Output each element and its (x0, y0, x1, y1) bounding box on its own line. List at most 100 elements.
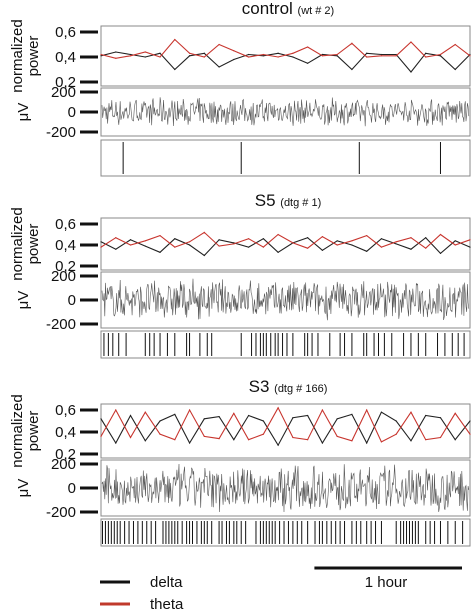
data-point-theta (233, 243, 235, 245)
data-point-delta (129, 53, 132, 56)
data-point-theta (366, 234, 368, 237)
power-axis-label-line: normalized (9, 207, 26, 280)
panel-s5: S5 (dtg # 1) 0,6 0,4 0,2 normalizedpower 200 0… (9, 191, 471, 359)
data-point-delta (203, 418, 205, 420)
panel-title: S5 (dtg # 1) (255, 191, 322, 210)
panel-title-text: S5 (255, 191, 281, 210)
series-line-delta (100, 411, 471, 447)
data-point-delta (115, 248, 117, 250)
power-tick-label: 0,2 (55, 258, 76, 275)
data-point-delta (425, 52, 427, 54)
data-point-delta (218, 66, 220, 68)
data-point-theta (380, 441, 383, 443)
series-line-delta (100, 236, 471, 257)
data-point-delta (469, 246, 471, 248)
data-point-theta (203, 56, 205, 58)
data-point-delta (188, 244, 191, 246)
eeg-frame (100, 271, 471, 329)
data-point-theta (336, 53, 338, 56)
data-point-theta (248, 238, 250, 240)
data-point-theta (129, 244, 132, 246)
panel-title-text: control (242, 0, 298, 18)
data-point-theta (336, 435, 338, 437)
data-point-delta (159, 52, 161, 54)
data-point-delta (174, 68, 176, 71)
data-point-theta (100, 53, 102, 56)
data-point-delta (144, 245, 146, 247)
state-frame (100, 139, 471, 177)
data-point-theta (351, 42, 353, 44)
data-point-delta (469, 53, 471, 56)
data-point-theta (233, 50, 235, 52)
data-point-theta (307, 247, 309, 249)
data-point-delta (439, 55, 442, 57)
panel-s3: S3 (dtg # 166) 0,6 0,4 0,2 normalizedpower 20… (9, 377, 471, 547)
legend-delta-label: delta (150, 574, 183, 591)
power-axis-label-line: normalized (9, 394, 26, 467)
data-point-delta (425, 414, 427, 417)
data-point-delta (218, 239, 220, 241)
data-point-theta (174, 246, 176, 248)
data-point-delta (248, 246, 250, 248)
data-point-theta (454, 244, 456, 246)
panel-title: S3 (dtg # 166) (249, 377, 328, 396)
power-axis-label-line: power (25, 36, 42, 77)
power-tick-label: 0,2 (55, 74, 76, 91)
data-point-delta (248, 53, 250, 56)
data-point-delta (144, 440, 146, 442)
data-point-delta (307, 62, 309, 64)
data-point-theta (410, 411, 412, 413)
series-line-theta (100, 231, 471, 249)
data-point-theta (188, 52, 191, 54)
data-point-theta (307, 439, 309, 441)
data-point-theta (115, 409, 117, 411)
power-tick-label: 0,6 (55, 402, 76, 419)
data-point-theta (292, 436, 294, 439)
eeg-trace (101, 278, 470, 321)
scale-bar-label: 1 hour (365, 574, 408, 591)
data-point-delta (262, 420, 264, 422)
data-point-theta (248, 56, 250, 58)
eeg-frame (100, 459, 471, 517)
data-point-theta (277, 407, 279, 409)
power-tick-label: 0,6 (55, 216, 76, 233)
data-point-delta (351, 413, 353, 415)
data-point-theta (366, 56, 368, 58)
panel-subtitle: (wt # 2) (298, 5, 335, 17)
data-point-theta (439, 53, 442, 56)
data-point-theta (277, 233, 279, 236)
data-point-theta (351, 440, 353, 442)
data-point-delta (277, 444, 279, 446)
power-axis-label: normalizedpower (9, 207, 42, 280)
data-point-theta (425, 56, 427, 58)
data-point-theta (115, 237, 117, 239)
state-frame (100, 330, 471, 359)
data-point-theta (410, 41, 412, 43)
data-point-delta (174, 413, 176, 415)
panel-subtitle: (dtg # 166) (274, 383, 327, 395)
state-frame (100, 518, 471, 547)
data-point-theta (321, 55, 323, 57)
data-point-theta (100, 246, 102, 248)
data-point-theta (454, 43, 456, 46)
series-line-theta (100, 38, 471, 59)
eeg-frame (100, 87, 471, 137)
data-point-theta (425, 439, 427, 441)
series-line-theta (100, 406, 471, 443)
power-axis-label: normalizedpower (9, 394, 42, 467)
power-tick-label: 0,2 (55, 446, 76, 463)
data-point-delta (262, 55, 264, 57)
power-axis-label-line: normalized (9, 19, 26, 92)
data-point-delta (188, 442, 191, 444)
data-point-delta (292, 56, 294, 58)
data-point-delta (439, 252, 442, 254)
data-point-theta (203, 231, 205, 233)
eeg-trace (101, 463, 470, 513)
data-point-theta (307, 46, 309, 48)
data-point-delta (454, 240, 456, 242)
data-point-delta (336, 418, 338, 420)
legend: delta theta (100, 574, 184, 613)
data-point-theta (425, 247, 427, 249)
data-point-delta (395, 420, 397, 422)
